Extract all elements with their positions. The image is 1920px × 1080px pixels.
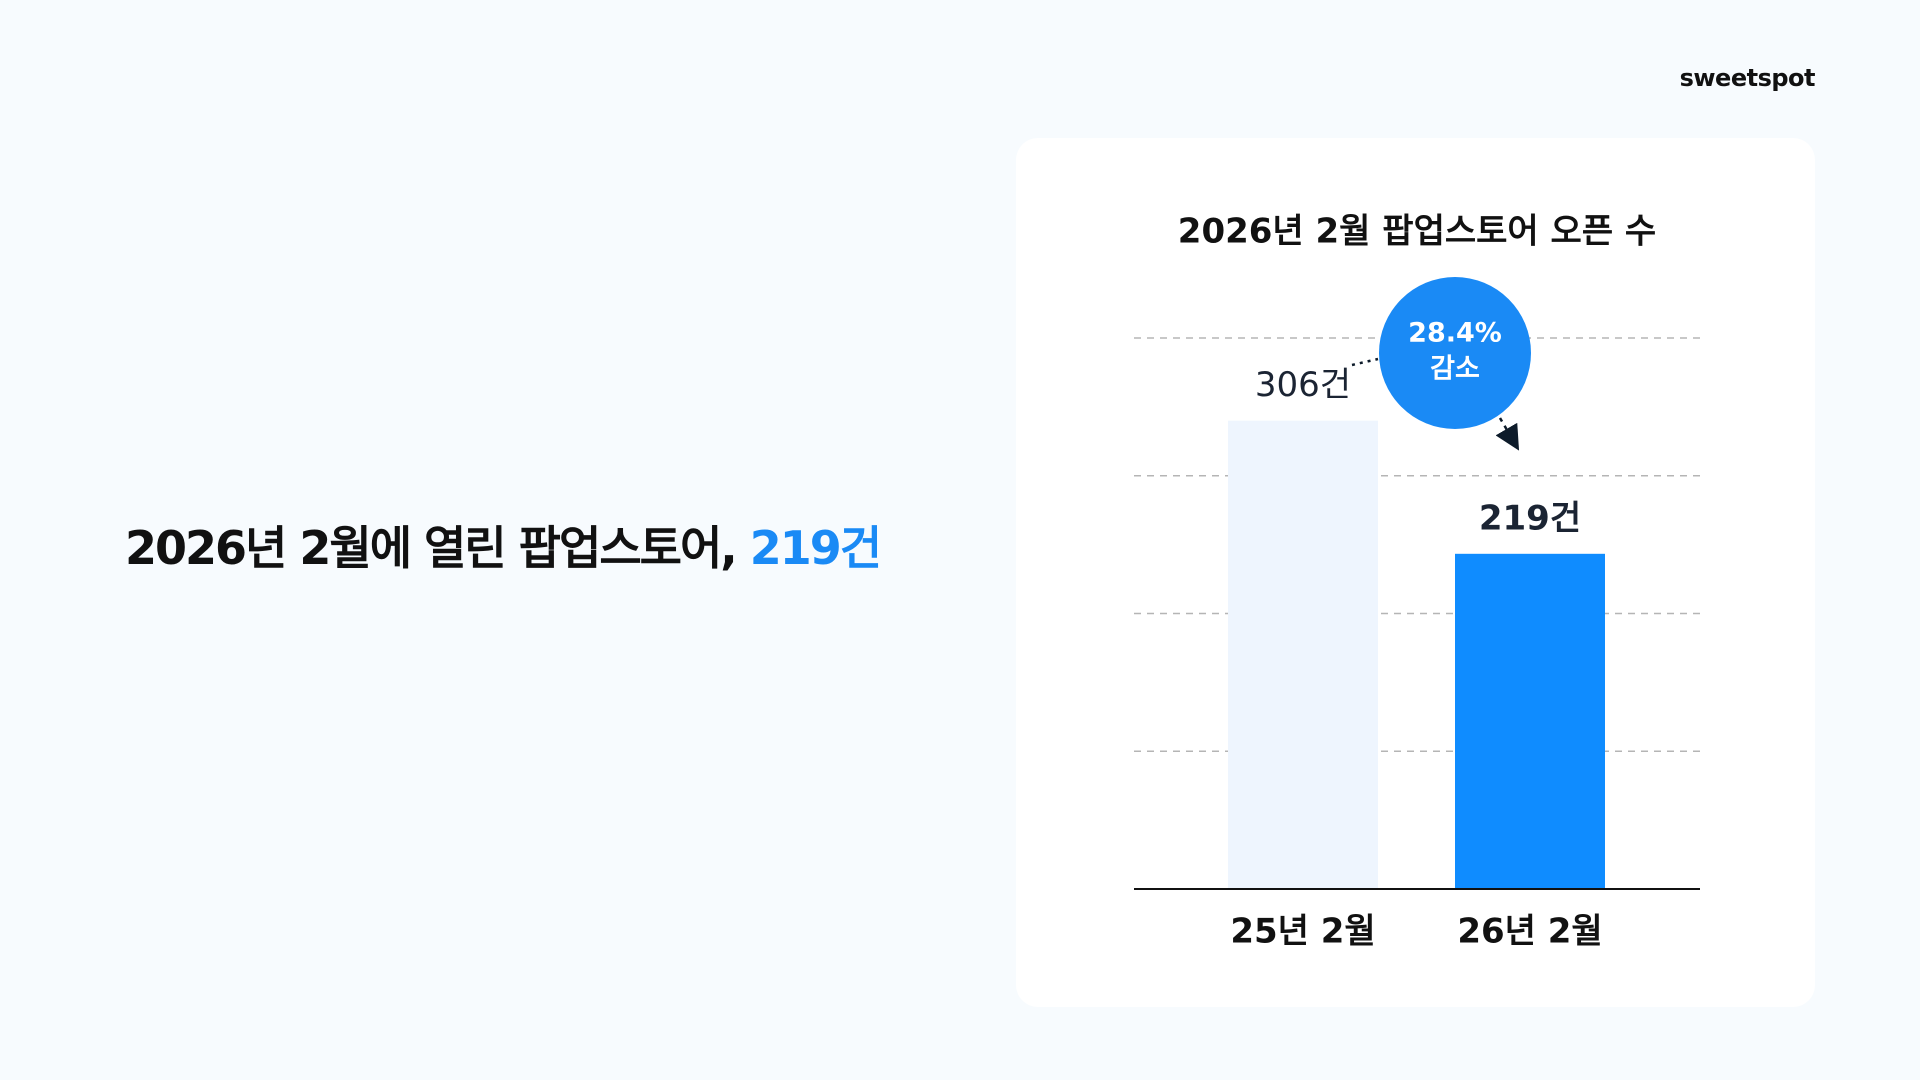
arrow-end [1495, 417, 1520, 451]
value-label: 219건 [1479, 498, 1581, 538]
bar [1455, 553, 1605, 889]
annotation-text: 감소 [1430, 354, 1480, 385]
headline-highlight: 219건 [749, 521, 882, 575]
arrow-start [1351, 357, 1379, 367]
chart-card [1016, 138, 1815, 1007]
value-label: 306건 [1255, 365, 1351, 405]
brand-logo: sweetspot [1679, 64, 1816, 92]
annotation-bubble [1379, 277, 1531, 429]
x-tick-label: 25년 2월 [1230, 912, 1375, 952]
headline-text: 2026년 2월에 열린 팝업스토어, [125, 521, 738, 575]
bar [1228, 420, 1378, 889]
x-tick-label: 26년 2월 [1457, 912, 1602, 952]
chart-title: 2026년 2월 팝업스토어 오픈 수 [1178, 212, 1656, 252]
annotation-text: 28.4% [1408, 318, 1502, 349]
headline: 2026년 2월에 열린 팝업스토어, 219건 [125, 512, 882, 578]
